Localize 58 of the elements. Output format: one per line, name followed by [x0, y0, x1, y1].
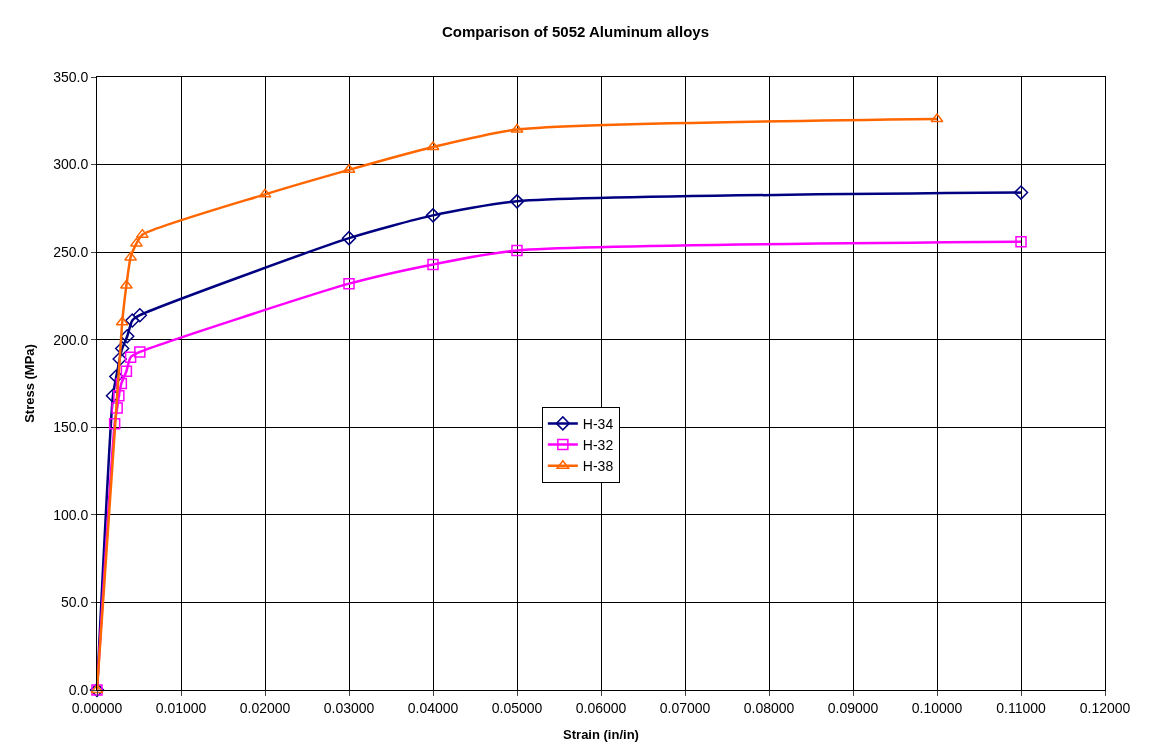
- point: [1015, 235, 1027, 248]
- x-tick-label: 0.08000: [743, 699, 795, 716]
- x-tick-label: 0.07000: [659, 699, 711, 716]
- y-tick-label: 300.0: [53, 156, 89, 173]
- x-tick-label: 0.06000: [575, 699, 627, 716]
- point: [132, 307, 148, 323]
- y-axis-title: Stress (MPa): [22, 344, 38, 423]
- point: [510, 123, 524, 133]
- legend-label: H-32: [582, 437, 614, 454]
- point: [258, 188, 272, 198]
- point: [115, 316, 129, 326]
- point: [427, 258, 439, 271]
- point: [124, 251, 138, 261]
- point: [115, 377, 128, 390]
- legend-label: H-38: [582, 458, 614, 475]
- point: [119, 328, 135, 344]
- point: [119, 279, 133, 289]
- point: [342, 164, 356, 174]
- x-axis-title: Strain (in/in): [563, 727, 639, 743]
- chart-title: Comparison of 5052 Aluminum alloys: [441, 22, 710, 40]
- point: [426, 141, 440, 151]
- point: [425, 208, 441, 223]
- x-tick-label: 0.09000: [827, 699, 879, 716]
- point: [113, 390, 125, 402]
- x-tick-label: 0.04000: [407, 699, 459, 716]
- point: [109, 369, 124, 384]
- point: [111, 402, 123, 414]
- point: [341, 230, 357, 246]
- point: [511, 244, 523, 257]
- point: [135, 228, 149, 238]
- x-tick-label: 0.01000: [155, 699, 207, 716]
- x-tick-label: 0.02000: [239, 699, 291, 716]
- point: [343, 277, 355, 290]
- point: [108, 418, 121, 430]
- x-tick-label: 0.11000: [996, 699, 1046, 716]
- x-tick-label: 0.10000: [911, 699, 963, 716]
- y-tick-label: 350.0: [53, 68, 89, 85]
- point: [129, 237, 143, 247]
- point: [112, 351, 127, 367]
- y-tick-label: 100.0: [53, 506, 89, 523]
- point: [509, 194, 525, 209]
- legend-label: H-34: [582, 415, 614, 432]
- x-tick-label: 0.03000: [323, 699, 375, 716]
- y-tick-label: 250.0: [53, 244, 89, 261]
- y-tick-label: 150.0: [53, 419, 89, 436]
- x-tick-label: 0.12000: [1079, 699, 1131, 716]
- x-tick-label: 0.00000: [71, 699, 123, 716]
- point: [114, 341, 130, 356]
- y-tick-label: 0.0: [68, 681, 89, 698]
- point: [134, 346, 146, 358]
- y-tick-label: 200.0: [53, 331, 89, 348]
- point: [125, 313, 140, 328]
- x-tick-label: 0.05000: [491, 699, 543, 716]
- point: [1013, 185, 1029, 200]
- point: [124, 351, 137, 363]
- point: [120, 365, 133, 377]
- y-tick-label: 50.0: [60, 594, 89, 611]
- point: [930, 113, 944, 123]
